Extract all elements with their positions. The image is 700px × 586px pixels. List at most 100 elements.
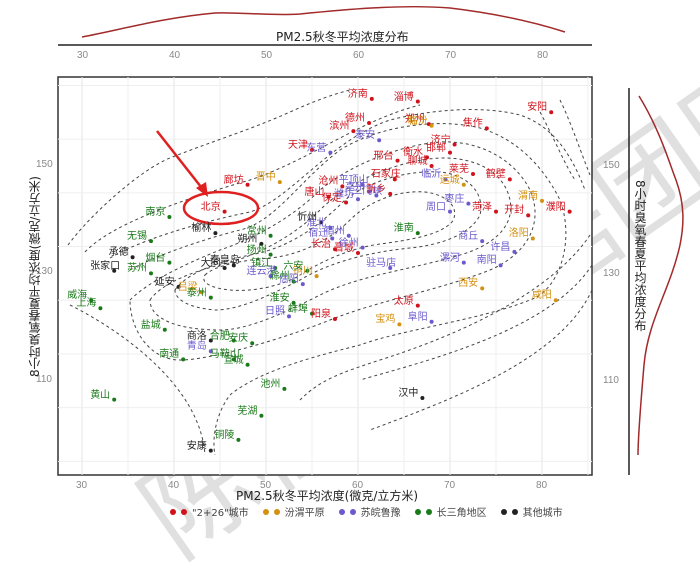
city-label: 无锡 xyxy=(127,231,147,243)
top-marginal-title: PM2.5秋冬平均浓度分布 xyxy=(276,30,409,44)
data-point xyxy=(231,263,236,268)
city-label: 铜川 xyxy=(292,266,313,278)
data-point xyxy=(540,198,544,203)
city-label: 泰安 xyxy=(355,130,376,142)
data-point xyxy=(181,357,186,362)
data-point xyxy=(429,123,434,128)
city-label: 阜阳 xyxy=(407,311,428,323)
city-label: 常州 xyxy=(246,225,267,237)
right-tick: 150 xyxy=(603,160,620,171)
data-point xyxy=(443,177,448,182)
legend-item-2plus26[interactable]: "2+26"城市 xyxy=(170,504,249,519)
city-label: 商洛 xyxy=(186,330,207,342)
data-point xyxy=(162,327,167,332)
data-point xyxy=(346,233,351,238)
city-label: 晋中 xyxy=(255,172,276,184)
right-density-curve xyxy=(637,95,684,456)
data-point xyxy=(344,200,349,205)
data-point xyxy=(326,194,331,199)
data-point xyxy=(328,150,333,155)
arrow-head-icon xyxy=(196,182,208,197)
city-label: 临汾 xyxy=(407,115,428,127)
data-point xyxy=(471,172,475,177)
city-label: 聊城 xyxy=(407,156,428,167)
city-label: 宿迁 xyxy=(308,228,329,240)
data-point xyxy=(176,284,181,289)
legend-item-fenwei[interactable]: 汾渭平原 xyxy=(262,504,325,519)
data-point xyxy=(208,295,213,300)
city-label: 延安 xyxy=(154,276,175,288)
city-label: 鹤壁 xyxy=(485,169,506,181)
data-point xyxy=(466,201,471,206)
data-point xyxy=(167,260,172,265)
city-label: 保定 xyxy=(322,192,343,204)
data-point xyxy=(112,397,117,402)
data-point xyxy=(273,266,278,271)
right-tick: 130 xyxy=(603,268,620,279)
legend-item-suwanluyu[interactable]: 苏皖鲁豫 xyxy=(338,504,401,519)
city-label: 石家庄 xyxy=(370,169,401,181)
top-tick: 70 xyxy=(445,50,457,61)
legend-label: 苏皖鲁豫 xyxy=(360,508,401,519)
data-point xyxy=(397,322,402,327)
city-label: 滨州 xyxy=(329,121,350,133)
city-label: 南通 xyxy=(159,349,180,361)
city-label: 驻马店 xyxy=(366,258,397,270)
city-label: 邯郸 xyxy=(426,142,446,154)
top-tick: 60 xyxy=(353,50,365,61)
city-label: 承德 xyxy=(108,247,129,259)
y-tick-label: 130 xyxy=(36,266,53,278)
city-label: 徐州 xyxy=(338,237,359,249)
data-point xyxy=(526,213,531,218)
city-label: 苏州 xyxy=(127,263,147,275)
legend-dot-icon xyxy=(181,508,187,515)
data-point xyxy=(448,150,452,155)
data-point xyxy=(498,263,503,268)
city-label: 阳泉 xyxy=(311,309,331,321)
city-label: 张家口 xyxy=(90,260,121,272)
city-label: 潍坊 xyxy=(334,189,354,201)
scatter-plot xyxy=(57,5,684,476)
city-label: 淮南 xyxy=(393,223,414,235)
city-label: 西安 xyxy=(458,278,479,290)
city-label: 安阳 xyxy=(527,102,548,114)
density-contours xyxy=(67,89,593,456)
legend-item-other[interactable]: 其他城市 xyxy=(500,504,563,519)
legend-dot-icon xyxy=(500,508,507,515)
city-label: 日照 xyxy=(265,306,285,318)
data-point xyxy=(512,249,517,254)
legend-item-yangtze-delta[interactable]: 长三角地区 xyxy=(414,504,487,519)
city-label: 朔州 xyxy=(237,233,258,245)
data-point xyxy=(374,193,379,198)
city-label: 济宁 xyxy=(430,134,451,146)
data-point xyxy=(149,239,153,244)
data-point xyxy=(268,252,273,257)
city-label: 菏泽 xyxy=(472,201,492,213)
data-point xyxy=(314,274,319,279)
city-label: 新乡 xyxy=(366,183,387,195)
city-label: 许昌 xyxy=(490,241,511,253)
data-point xyxy=(268,274,273,279)
legend-dot-icon xyxy=(511,508,518,515)
data-point xyxy=(340,184,345,189)
city-label: 吕梁 xyxy=(177,282,198,294)
data-point xyxy=(291,279,296,284)
data-point xyxy=(259,241,264,246)
legend-dot-icon xyxy=(170,508,176,515)
data-point xyxy=(268,233,273,238)
city-label: 安庆 xyxy=(228,333,249,345)
city-label: 青岛 xyxy=(186,341,207,353)
data-point xyxy=(425,155,429,160)
city-label: 莱芜 xyxy=(449,164,469,176)
right-tick: 110 xyxy=(603,375,619,386)
data-point xyxy=(130,255,135,260)
x-tick-label: 30 xyxy=(76,480,88,491)
data-point xyxy=(356,197,360,202)
top-tick: 80 xyxy=(537,50,549,61)
data-point xyxy=(208,338,213,343)
data-point xyxy=(236,437,241,442)
city-label: 唐山 xyxy=(304,186,325,198)
city-label: 连云港 xyxy=(246,266,277,278)
city-label: 宣城 xyxy=(223,354,244,366)
legend-label: 长三角地区 xyxy=(436,508,487,519)
